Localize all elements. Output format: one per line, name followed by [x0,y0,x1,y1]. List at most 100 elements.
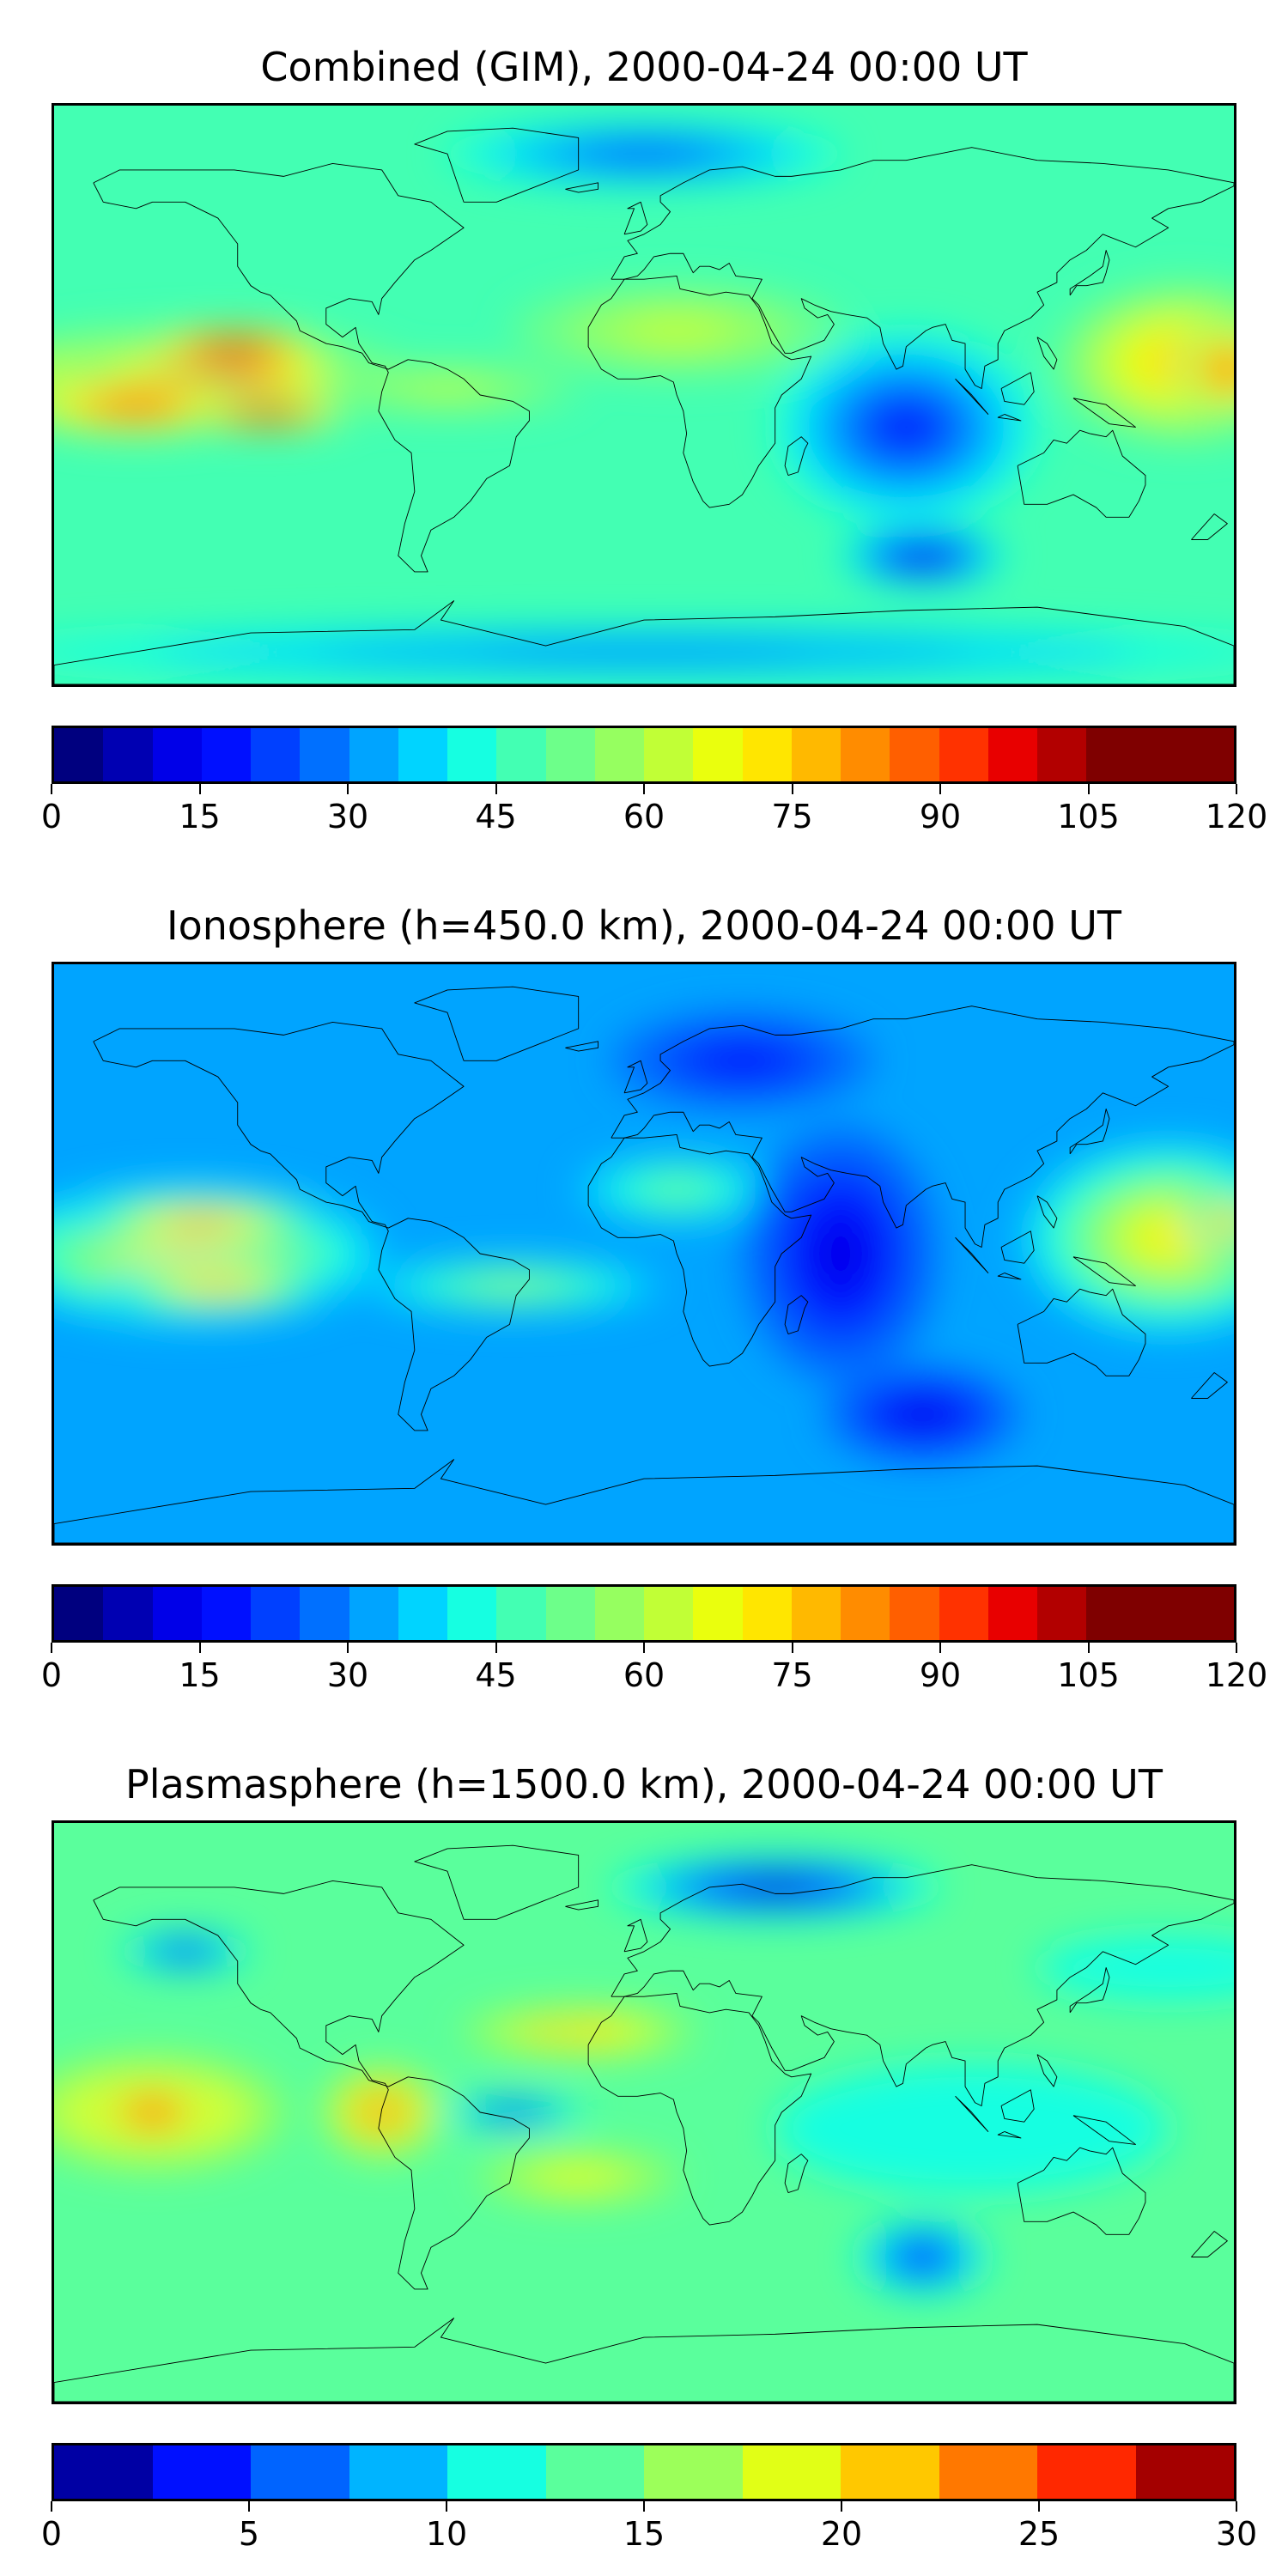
coastline [54,601,1234,684]
colorbar-segment [693,1587,743,1640]
colorbar-tick-mark [939,1643,941,1653]
coastlines [54,1845,1234,2402]
colorbar-tick-mark [51,1643,52,1653]
colorbar-ionosphere [52,1584,1236,1643]
colorbar-segment [791,728,841,781]
colorbar-tick-mark [791,784,793,794]
colorbar-segment [644,1587,694,1640]
colorbar-tick-label: 15 [179,798,221,835]
colorbar-segment [1086,728,1136,781]
colorbar-tick-label: 105 [1057,1656,1120,1694]
colorbar-plasmasphere [52,2443,1236,2501]
colorbar-segment [300,1587,349,1640]
coastlines [54,987,1234,1543]
colorbar-tick-label: 5 [238,2515,260,2553]
colorbar-tick-label: 60 [623,798,665,835]
colorbar-tick-label: 120 [1205,1656,1268,1694]
colorbar-segment [594,728,644,781]
tec-contour-level [227,345,242,349]
coastline [415,1845,579,1919]
colorbar-segment [1037,728,1087,781]
coastline [624,202,647,234]
colorbar-segment [201,728,251,781]
map-plasmasphere [52,1820,1236,2404]
colorbar-tick-label: 0 [40,2515,63,2553]
tec-contour-level [140,2106,165,2118]
colorbar-tick-label: 30 [326,798,369,835]
colorbar-segment [841,2445,939,2499]
coastline [785,437,808,476]
colorbar-tick-mark [198,1643,201,1653]
colorbar-segment [251,1587,301,1640]
tec-contour-level [605,147,683,161]
colorbar-segment [742,1587,792,1640]
colorbar-tick-mark [1038,2501,1040,2512]
coastline [956,2096,988,2131]
coastlines [54,128,1234,684]
colorbar-segment [349,1587,398,1640]
coastline [624,1919,647,1951]
coastline [1018,430,1145,517]
tec-field [54,1855,1234,2296]
tec-contour-level [622,315,732,346]
tec-map-svg [54,106,1234,684]
colorbar-tick-label: 10 [425,2515,468,2553]
colorbar-tick-label: 25 [1018,2515,1060,2553]
colorbar-tick-label: 0 [40,798,63,835]
colorbar-segment [398,1587,447,1640]
tec-contour-level [742,1880,808,1894]
tec-contour-level [529,2163,628,2190]
colorbar-segment [939,1587,988,1640]
colorbar-combined [52,726,1236,784]
colorbar-segment [545,2445,644,2499]
coastline [1070,251,1109,295]
colorbar-tick-mark [51,2501,52,2512]
panel-title: Ionosphere (h=450.0 km), 2000-04-24 00:0… [167,902,1121,949]
tec-contour-level [897,1402,948,1427]
coastline [565,1900,598,1910]
colorbar-segment [742,728,792,781]
tec-contour-level [906,2247,939,2267]
tec-contour-level [161,1244,210,1263]
tec-contour-level [168,1947,202,1957]
colorbar-tick-mark [247,2501,250,2512]
coastline [94,163,530,572]
tec-contour-level [1222,363,1233,375]
coastline [1001,2090,1034,2122]
coastline [1191,1373,1227,1399]
tec-contour-level [775,2063,1169,2193]
coastline [1073,398,1136,428]
tec-contour-level [483,1280,543,1291]
map-ionosphere [52,962,1236,1546]
coastline [565,183,598,192]
colorbar-ticks: 0 15 30 45 60 75 90 105 120 [41,1643,1267,1694]
colorbar-tick-label: 30 [326,1656,369,1694]
colorbar-segment [54,2445,153,2499]
colorbar-segment [545,1587,595,1640]
tec-contour-level [1224,1218,1231,1224]
coastline [1070,1968,1109,2013]
coastline [785,1296,808,1334]
colorbar-segment [1184,1587,1234,1640]
panel-title: Plasmasphere (h=1500.0 km), 2000-04-24 0… [125,1761,1163,1807]
tec-contour-level [912,551,933,560]
tec-map-svg [54,1823,1234,2402]
coastline [1037,337,1057,369]
colorbar-tick-mark [51,784,52,794]
colorbar-tick-mark [347,1643,349,1653]
tec-map-svg [54,964,1234,1543]
colorbar-tick-mark [495,1643,497,1653]
colorbar-segment [594,1587,644,1640]
colorbar-segment [398,728,447,781]
colorbar-segment [447,728,497,781]
colorbar-tick-label: 90 [919,1656,962,1694]
colorbar-segment [496,728,546,781]
colorbar-tick-label: 20 [820,2515,863,2553]
colorbar-tick-mark [1236,2501,1237,2512]
coastline [785,2154,808,2193]
tec-contour-level [404,380,491,397]
colorbar-segment [987,728,1037,781]
colorbar-segment [644,2445,743,2499]
colorbar-tick-mark [840,2501,842,2512]
colorbar-segment [1135,1587,1185,1640]
